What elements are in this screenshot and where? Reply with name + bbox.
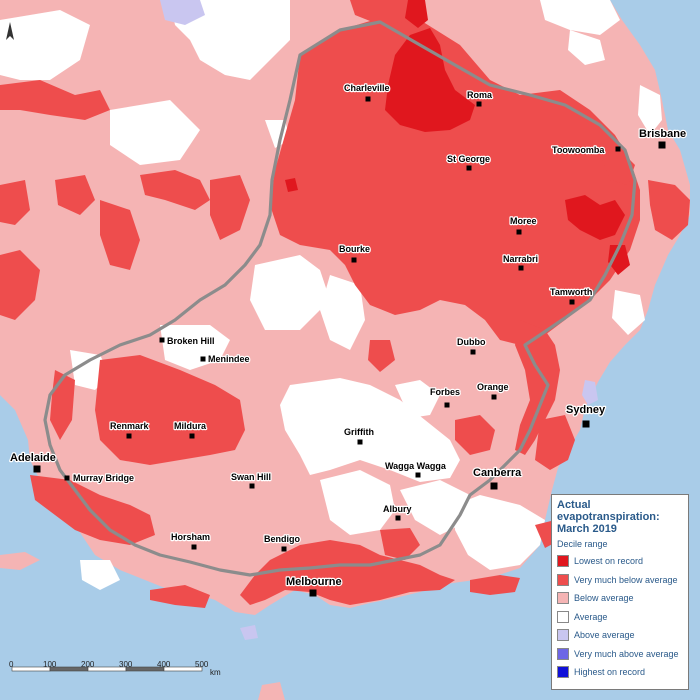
- city-label: St George: [447, 154, 490, 164]
- city-label: Charleville: [344, 83, 390, 93]
- scale-tick: 0: [9, 660, 14, 669]
- legend-label: Very much above average: [574, 648, 679, 659]
- scale-tick: 300: [119, 660, 133, 669]
- city-label: Moree: [510, 216, 537, 226]
- legend-label: Above average: [574, 630, 635, 641]
- city-marker: [415, 472, 421, 478]
- city-marker: [582, 420, 590, 428]
- city-label: Roma: [467, 90, 493, 100]
- scale-tick: 200: [81, 660, 95, 669]
- city-marker: [189, 433, 195, 439]
- city-label: Melbourne: [286, 576, 342, 588]
- city-marker: [159, 337, 165, 343]
- legend: Actual evapotranspiration: March 2019 De…: [551, 494, 689, 690]
- legend-swatch: [557, 666, 569, 679]
- city-label: Bendigo: [264, 534, 300, 544]
- scale-bar: [11, 666, 203, 672]
- city-label: Toowoomba: [552, 145, 605, 155]
- legend-item: Below average: [557, 589, 683, 608]
- legend-item: Very much below average: [557, 571, 683, 590]
- city-marker: [365, 96, 371, 102]
- city-label: Dubbo: [457, 337, 486, 347]
- city-marker: [33, 465, 41, 473]
- city-label: Mildura: [174, 421, 207, 431]
- city-label: Wagga Wagga: [385, 461, 447, 471]
- scale-tick: 100: [43, 660, 57, 669]
- city-marker: [615, 146, 621, 152]
- city-marker: [351, 257, 357, 263]
- city-label: Broken Hill: [167, 336, 215, 346]
- city-marker: [309, 589, 317, 597]
- city-label: Forbes: [430, 387, 460, 397]
- legend-swatch: [557, 592, 569, 605]
- legend-item: Above average: [557, 626, 683, 645]
- land-port-phillip: [298, 598, 325, 620]
- legend-swatch: [557, 629, 569, 642]
- city-marker: [281, 546, 287, 552]
- city-marker: [200, 356, 206, 362]
- legend-swatch: [557, 610, 569, 623]
- city-label: Sydney: [566, 404, 606, 416]
- city-marker: [476, 101, 482, 107]
- land-tasmania-tip: [258, 682, 285, 700]
- scale-unit: km: [210, 668, 221, 677]
- city-marker: [658, 141, 666, 149]
- city-label: Orange: [477, 382, 509, 392]
- city-label: Adelaide: [10, 452, 56, 464]
- city-label: Murray Bridge: [73, 473, 134, 483]
- city-marker: [444, 402, 450, 408]
- legend-label: Lowest on record: [574, 556, 644, 567]
- city-label: Swan Hill: [231, 472, 271, 482]
- lowest-on-record-areas: [285, 0, 630, 275]
- city-marker: [395, 515, 401, 521]
- city-marker: [466, 165, 472, 171]
- city-label: Griffith: [344, 427, 374, 437]
- city-marker: [490, 482, 498, 490]
- land-kangaroo-island: [0, 552, 40, 570]
- legend-swatch: [557, 555, 569, 568]
- city-label: Horsham: [171, 532, 210, 542]
- city-marker: [191, 544, 197, 550]
- city-label: Canberra: [473, 467, 522, 479]
- city-marker: [516, 229, 522, 235]
- city-label: Narrabri: [503, 254, 538, 264]
- city-marker: [491, 394, 497, 400]
- above-average-areas: [160, 0, 598, 640]
- legend-swatch: [557, 647, 569, 660]
- legend-subtitle: Decile range: [557, 539, 608, 549]
- city-label: Tamworth: [550, 287, 592, 297]
- city-marker: [569, 299, 575, 305]
- legend-label: Very much below average: [574, 574, 678, 585]
- city-markers: Charleville Roma Brisbane Toowoomba St Georg…: [9, 82, 687, 597]
- legend-item: Lowest on record: [557, 552, 683, 571]
- city-marker: [470, 349, 476, 355]
- scale-tick: 400: [157, 660, 171, 669]
- city-label: Renmark: [110, 421, 150, 431]
- legend-item: Highest on record: [557, 663, 683, 682]
- legend-label: Highest on record: [574, 667, 646, 678]
- legend-title: Actual evapotranspiration: March 2019: [557, 499, 660, 535]
- legend-item: Average: [557, 608, 683, 627]
- city-label: Bourke: [339, 244, 370, 254]
- legend-item: Very much above average: [557, 645, 683, 664]
- city-marker: [518, 265, 524, 271]
- city-marker: [64, 475, 70, 481]
- land-gulf: [0, 395, 30, 470]
- city-marker: [357, 439, 363, 445]
- legend-swatch: [557, 573, 569, 586]
- city-label: Menindee: [208, 354, 250, 364]
- legend-label: Average: [574, 611, 608, 622]
- city-marker: [249, 483, 255, 489]
- land-yorke: [0, 330, 22, 385]
- scale-bar-labels: 0 100 200 300 400 500 km: [0, 660, 250, 677]
- basin-boundary: [43, 20, 637, 577]
- city-marker: [126, 433, 132, 439]
- scale-tick: 500: [195, 660, 209, 669]
- legend-label: Below average: [574, 593, 634, 604]
- city-label: Albury: [383, 504, 412, 514]
- city-label: Brisbane: [639, 128, 686, 140]
- north-arrow-icon: [6, 22, 14, 40]
